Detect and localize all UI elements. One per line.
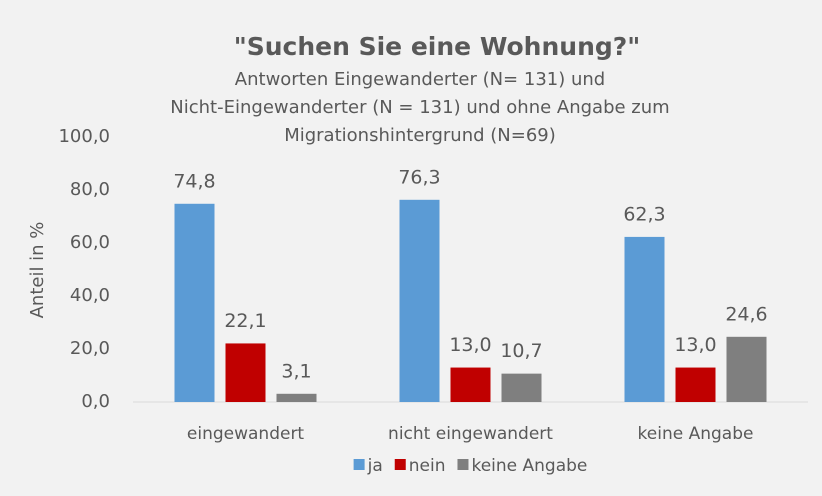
y-axis-label: Anteil in % bbox=[27, 222, 48, 319]
y-tick-label: 60,0 bbox=[70, 232, 110, 253]
data-label: 76,3 bbox=[398, 166, 440, 188]
bar bbox=[501, 373, 542, 402]
data-label: 13,0 bbox=[449, 334, 491, 356]
x-tick-label: nicht eingewandert bbox=[388, 424, 553, 444]
data-label: 62,3 bbox=[623, 203, 665, 225]
data-label: 22,1 bbox=[224, 310, 266, 332]
chart-title: "Suchen Sie eine Wohnung?" bbox=[234, 32, 641, 61]
y-tick-label: 40,0 bbox=[70, 285, 110, 306]
chart-subtitle: Antworten Eingewanderter (N= 131) und bbox=[235, 69, 605, 90]
y-tick-label: 0,0 bbox=[81, 391, 110, 412]
y-tick-label: 100,0 bbox=[58, 126, 110, 147]
y-tick-label: 80,0 bbox=[70, 179, 110, 200]
x-tick-label: eingewandert bbox=[187, 424, 305, 444]
bar bbox=[675, 367, 716, 402]
legend-swatch bbox=[457, 459, 469, 470]
bar bbox=[450, 367, 491, 402]
data-label: 74,8 bbox=[173, 170, 215, 192]
legend-label: nein bbox=[409, 456, 446, 476]
legend-swatch bbox=[394, 459, 406, 470]
bar bbox=[174, 203, 215, 402]
bar bbox=[726, 336, 767, 402]
legend-label: keine Angabe bbox=[471, 456, 587, 476]
bar bbox=[276, 393, 317, 402]
chart-subtitle: Nicht-Eingewanderter (N = 131) und ohne … bbox=[170, 97, 669, 118]
data-label: 13,0 bbox=[674, 334, 716, 356]
y-tick-label: 20,0 bbox=[70, 338, 110, 359]
data-label: 3,1 bbox=[281, 360, 311, 382]
chart-subtitle: Migrationshintergrund (N=69) bbox=[284, 125, 556, 146]
bar bbox=[225, 343, 266, 402]
legend-label: ja bbox=[367, 456, 383, 476]
bar bbox=[624, 236, 665, 402]
data-label: 24,6 bbox=[725, 303, 767, 325]
bar bbox=[399, 199, 440, 402]
x-tick-label: keine Angabe bbox=[638, 424, 754, 444]
data-label: 10,7 bbox=[500, 340, 542, 362]
legend-swatch bbox=[353, 459, 365, 470]
